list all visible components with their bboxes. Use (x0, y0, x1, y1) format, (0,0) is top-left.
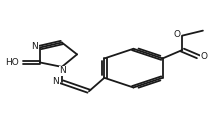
Text: O: O (201, 52, 207, 61)
Text: HO: HO (5, 58, 19, 67)
Text: N: N (31, 42, 38, 51)
Text: N: N (53, 77, 59, 86)
Text: O: O (173, 30, 180, 39)
Text: N: N (59, 66, 66, 75)
